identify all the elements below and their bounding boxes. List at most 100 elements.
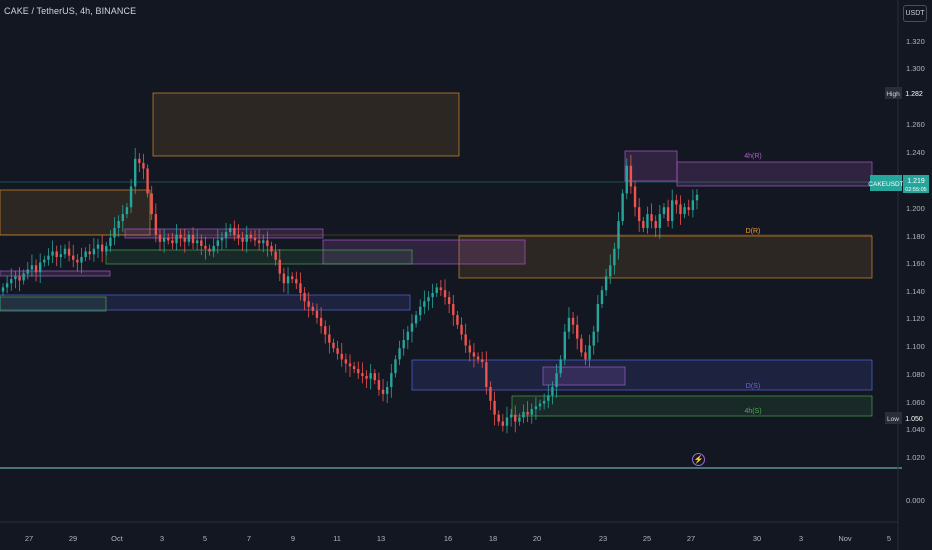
candle-body: [38, 262, 42, 273]
candle-body: [505, 417, 509, 426]
candle-body: [534, 406, 538, 410]
zone-resistance[interactable]: [458, 235, 873, 279]
price-tick-label: 1.320: [906, 37, 925, 46]
candle-body: [299, 283, 302, 293]
price-tick-label: 1.060: [906, 398, 925, 407]
candle-body: [493, 400, 496, 415]
time-tick-label: 30: [753, 534, 761, 543]
candle-body: [584, 352, 587, 360]
candle-body: [332, 342, 335, 349]
candle-body: [34, 265, 38, 273]
candle-body: [319, 317, 323, 327]
zone-label: 4h(S): [744, 408, 761, 415]
candle-body: [133, 158, 137, 187]
candle-body: [348, 363, 352, 367]
zone-green[interactable]: [511, 395, 873, 417]
low-value: 1.050: [905, 416, 923, 423]
candle-body: [18, 276, 21, 281]
candle-body: [175, 234, 178, 244]
zone-support[interactable]: [411, 359, 873, 391]
time-tick-label: Oct: [111, 534, 124, 543]
candle-body: [220, 237, 224, 241]
high-value-box: [903, 87, 925, 99]
candle-body: [571, 317, 575, 325]
low-label: Low: [887, 416, 899, 423]
candle-body: [592, 331, 595, 346]
price-tick-label: 1.100: [906, 342, 925, 351]
zone-resistance[interactable]: [0, 189, 151, 236]
candle-body: [691, 200, 695, 210]
candle-body: [646, 214, 649, 228]
candle-body: [637, 207, 641, 222]
chart-title: CAKE / TetherUS, 4h, BINANCE: [4, 6, 137, 16]
candle-body: [167, 237, 170, 241]
zone-green[interactable]: [0, 296, 107, 312]
candle-body: [26, 269, 29, 274]
candle-body: [117, 221, 120, 228]
candle-body: [121, 214, 124, 222]
candle-body: [47, 255, 50, 260]
candle-body: [113, 227, 116, 238]
candle-body: [675, 200, 678, 205]
candle-body: [402, 339, 405, 349]
candle-body: [671, 200, 674, 222]
candle-body: [687, 207, 690, 210]
high-label: High: [886, 91, 900, 98]
zone-purple[interactable]: [124, 228, 324, 239]
time-tick-label: 9: [291, 534, 295, 543]
time-tick-label: 27: [687, 534, 695, 543]
candle-body: [154, 214, 158, 235]
price-tick-label: 1.180: [906, 232, 925, 241]
candle-body: [662, 207, 666, 215]
candle-body: [567, 317, 571, 332]
candle-body: [588, 345, 591, 360]
zone-resistance[interactable]: [152, 92, 460, 157]
time-tick-label: 3: [799, 534, 803, 543]
candle-body: [596, 304, 600, 332]
bar-countdown: 02:55:05: [905, 187, 926, 193]
candle-body: [447, 297, 451, 305]
zone-purple[interactable]: [0, 270, 111, 277]
zone-purple[interactable]: [624, 150, 678, 182]
candle-body: [92, 248, 96, 255]
low-value-box: [903, 412, 925, 424]
time-tick-label: 5: [887, 534, 891, 543]
time-tick-label: 18: [489, 534, 497, 543]
candle-body: [241, 237, 244, 242]
high-tag: [885, 87, 902, 99]
candle-body: [266, 240, 269, 246]
candle-body: [658, 214, 662, 228]
candle-body: [518, 417, 521, 422]
price-tick-label: 1.120: [906, 314, 925, 323]
candle-body: [530, 409, 533, 415]
candlestick-series: [1, 148, 699, 434]
candle-body: [621, 193, 624, 222]
candle-body: [526, 411, 529, 415]
candle-body: [464, 334, 467, 346]
candle-body: [390, 373, 393, 387]
candle-body: [270, 245, 273, 252]
candle-body: [452, 304, 455, 316]
candle-body: [369, 373, 372, 379]
candle-body: [695, 194, 699, 201]
time-tick-label: 23: [599, 534, 607, 543]
time-tick-label: 5: [203, 534, 207, 543]
candle-body: [489, 387, 492, 401]
lightning-icon[interactable]: ⚡: [692, 453, 705, 466]
candle-body: [629, 165, 633, 187]
candle-body: [522, 411, 525, 418]
zone-green[interactable]: [105, 249, 413, 265]
time-tick-label: 16: [444, 534, 452, 543]
zone-purple[interactable]: [542, 366, 626, 386]
candle-body: [633, 186, 637, 208]
price-tick-label: 1.160: [906, 259, 925, 268]
candle-body: [365, 375, 368, 379]
candle-body: [600, 290, 604, 305]
candle-body: [373, 373, 376, 381]
zone-purple[interactable]: [322, 239, 526, 265]
candle-body: [476, 356, 480, 360]
price-tick-label: 1.080: [906, 370, 925, 379]
zone-label: D(S): [746, 383, 760, 390]
currency-button[interactable]: USDT: [903, 5, 927, 22]
